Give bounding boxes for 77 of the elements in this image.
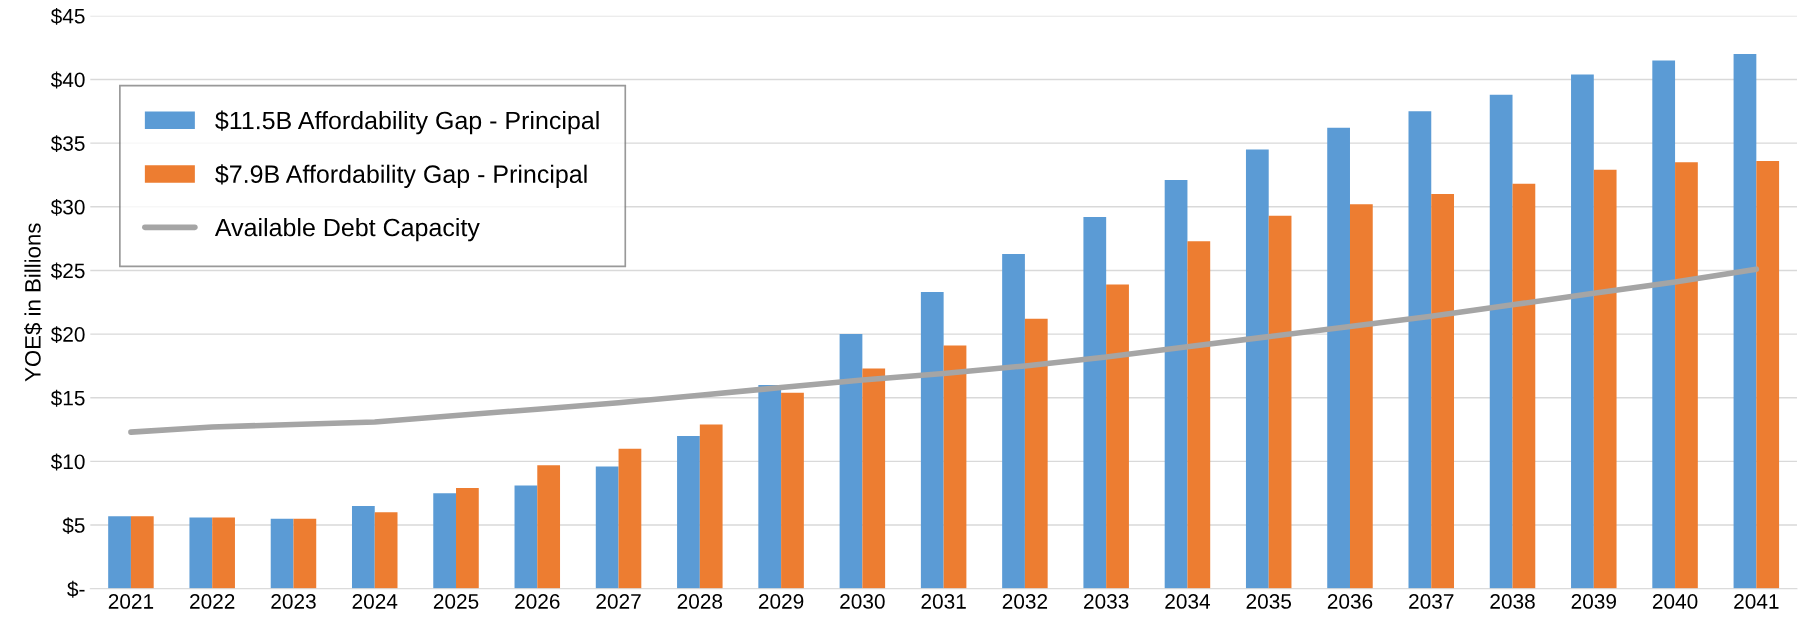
bar	[618, 448, 642, 589]
y-tick-label: $20	[50, 326, 85, 344]
bar	[758, 385, 782, 589]
y-tick-label: $10	[50, 453, 85, 471]
bar	[270, 518, 294, 589]
x-tick-label: 2028	[677, 594, 723, 609]
legend-label: $11.5B Affordability Gap - Principal	[215, 110, 599, 135]
y-tick-label: $15	[50, 389, 85, 407]
y-axis-title: YOE$ in Billions	[24, 223, 43, 382]
x-tick-label: 2037	[1409, 594, 1454, 609]
bar	[293, 518, 317, 589]
bar	[1408, 111, 1432, 589]
bar	[1268, 215, 1292, 589]
x-tick-label: 2024	[352, 594, 398, 609]
x-tick-label: 2041	[1734, 594, 1779, 609]
bar	[1512, 183, 1536, 589]
bar	[1187, 241, 1211, 589]
y-tick-label: $30	[50, 198, 85, 216]
legend-label: $7.9B Affordability Gap - Principal	[215, 164, 587, 188]
x-tick-label: 2039	[1571, 594, 1616, 609]
y-tick-label: $45	[50, 7, 85, 25]
bar	[456, 488, 479, 589]
bar	[212, 517, 235, 589]
x-tick-label: 2023	[271, 594, 316, 609]
bar	[1489, 94, 1513, 589]
bar	[699, 424, 723, 589]
bar	[1083, 216, 1107, 589]
bar	[1164, 180, 1188, 589]
x-tick-label: 2022	[190, 594, 235, 609]
bar	[1733, 54, 1757, 589]
bar	[1675, 162, 1698, 589]
x-tick-label: 2021	[108, 594, 154, 609]
x-tick-label: 2040	[1652, 594, 1698, 609]
bar	[1593, 169, 1617, 589]
bar	[920, 292, 944, 589]
x-tick-label: 2038	[1490, 594, 1535, 609]
bar	[108, 516, 131, 589]
bar	[1024, 318, 1048, 589]
bar	[189, 517, 213, 589]
bar	[781, 392, 804, 589]
bar	[1106, 284, 1129, 589]
x-tick-label: 2036	[1327, 594, 1373, 609]
y-tick-label: $25	[50, 262, 85, 280]
x-tick-label: 2035	[1246, 594, 1292, 609]
bar	[1571, 74, 1594, 589]
bar	[1349, 204, 1373, 589]
bar	[1245, 149, 1269, 589]
bar	[1327, 127, 1350, 589]
y-tick-label: $-	[67, 580, 85, 598]
x-tick-label: 2033	[1084, 594, 1129, 609]
bar	[433, 493, 457, 589]
y-tick-label: $5	[62, 517, 85, 535]
bar	[862, 368, 886, 589]
x-tick-label: 2029	[758, 594, 804, 609]
bar	[1756, 160, 1780, 589]
bar	[537, 465, 561, 589]
bar	[374, 512, 398, 589]
x-tick-label: 2026	[515, 594, 560, 609]
legend-label: Available Debt Capacity	[214, 218, 480, 242]
bar	[351, 505, 375, 589]
bar	[514, 485, 538, 589]
x-tick-label: 2030	[840, 594, 885, 609]
bar	[1652, 60, 1676, 589]
x-tick-label: 2034	[1165, 594, 1211, 609]
bar	[595, 466, 619, 589]
bar	[677, 435, 700, 589]
bar	[1002, 253, 1025, 589]
x-tick-label: 2032	[1002, 594, 1048, 609]
bar	[839, 334, 863, 589]
x-tick-label: 2031	[921, 594, 966, 609]
bar	[130, 516, 154, 589]
x-tick-label: 2025	[433, 594, 479, 609]
y-tick-label: $40	[50, 71, 85, 89]
bar	[1431, 194, 1455, 589]
bar	[943, 345, 967, 589]
y-tick-label: $35	[50, 135, 85, 153]
x-tick-label: 2027	[596, 594, 641, 609]
